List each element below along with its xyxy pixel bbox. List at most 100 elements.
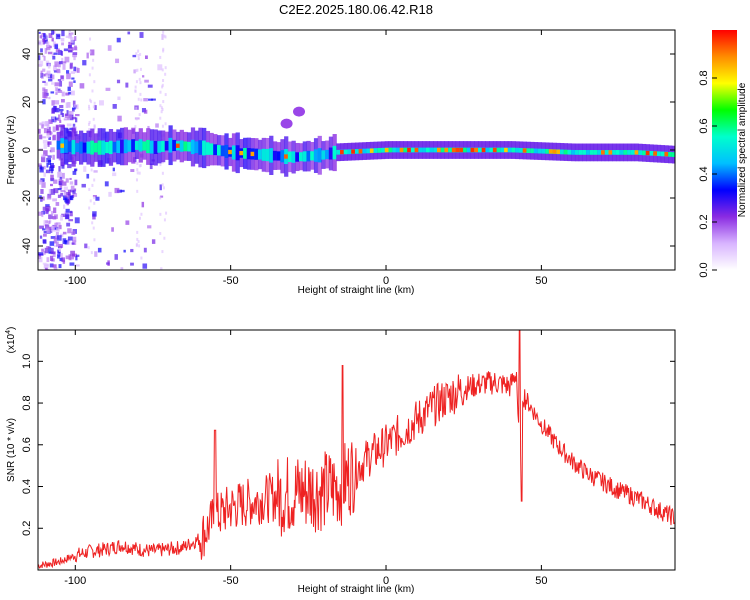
- heatmap-noise-cell: [61, 112, 64, 118]
- heatmap-hotspot: [634, 150, 643, 155]
- heatmap-noise-cell: [64, 113, 68, 116]
- heatmap-ridge-core: [597, 150, 602, 155]
- heatmap-noise-cell: [40, 178, 45, 182]
- heatmap-noise-cell: [54, 44, 59, 49]
- heatmap-noise-cell: [71, 116, 76, 120]
- heatmap-noise-cell: [68, 50, 73, 53]
- heatmap-ridge-core: [578, 150, 583, 155]
- heatmap-noise-cell: [39, 122, 43, 126]
- heatmap-noise-cell: [86, 52, 89, 59]
- heatmap-noise-cell: [48, 220, 51, 224]
- heatmap-noise-cell: [39, 235, 43, 239]
- heatmap-noise-cell: [74, 264, 80, 267]
- heatmap-noise-cell: [38, 163, 42, 167]
- heatmap-noise-cell: [72, 123, 76, 130]
- heatmap-noise-cell: [68, 34, 73, 39]
- heatmap-noise-cell: [117, 115, 122, 122]
- heatmap-noise-cell: [125, 82, 129, 88]
- heatmap-noise-cell: [43, 250, 46, 255]
- heatmap-noise-cell: [61, 30, 65, 37]
- heatmap-noise-cell: [77, 68, 80, 73]
- heatmap-ridge-core: [310, 151, 315, 161]
- heatmap-ridge-core: [153, 140, 158, 155]
- heatmap-ridge-core: [82, 142, 87, 153]
- heatmap-noise-cell: [69, 211, 73, 217]
- heatmap-streak-cell: [140, 256, 143, 260]
- colorbar-tick-label: 0.6: [698, 118, 710, 133]
- spectrogram-ticks: -100 -50 0 50 -40 -20 0 20 40: [21, 30, 675, 287]
- heatmap-noise-cell: [43, 172, 46, 177]
- heatmap-ridge-core: [90, 140, 95, 155]
- heatmap-noise-cell: [42, 68, 46, 72]
- heatmap-ridge-core: [325, 149, 330, 160]
- heatmap-noise-cell: [41, 154, 46, 158]
- heatmap-noise-cell: [57, 194, 61, 198]
- heatmap-noise-cell: [62, 63, 66, 70]
- heatmap-noise-cell: [63, 195, 67, 201]
- heatmap-noise-cell: [141, 201, 145, 208]
- heatmap-streak-cell: [138, 244, 141, 248]
- heatmap-noise-cell: [55, 227, 60, 232]
- heatmap-ridge-core: [79, 141, 84, 154]
- spectrogram-x-tick-label: 0: [383, 275, 389, 287]
- heatmap-noise-cell: [61, 164, 65, 169]
- heatmap-noise-cell: [38, 31, 41, 34]
- heatmap-noise-cell: [38, 55, 41, 61]
- heatmap-noise-cell: [66, 70, 70, 74]
- spectrogram-heatmap: [38, 30, 675, 270]
- heatmap-noise-cell: [38, 211, 43, 216]
- heatmap-noise-cell: [70, 36, 74, 43]
- heatmap-ridge-core: [108, 140, 114, 155]
- heatmap-ridge-core: [377, 148, 382, 153]
- snr-multiplier: (x104): [5, 327, 17, 354]
- heatmap-noise-cell: [48, 33, 53, 38]
- heatmap-ridge-core: [403, 147, 408, 153]
- heatmap-noise-cell: [74, 67, 79, 73]
- heatmap-noise-cell: [46, 257, 50, 263]
- heatmap-noise-cell: [69, 262, 75, 266]
- heatmap-noise-cell: [42, 206, 47, 211]
- heatmap-noise-cell: [51, 225, 56, 232]
- heatmap-noise-cell: [97, 247, 102, 253]
- heatmap-noise-cell: [45, 121, 50, 127]
- heatmap-ridge-core: [533, 148, 539, 154]
- heatmap-noise-cell: [106, 262, 110, 265]
- snr-y-label: SNR (10 * v/v): [6, 418, 17, 482]
- heatmap-ridge-core: [593, 150, 598, 155]
- heatmap-noise-cell: [42, 38, 45, 45]
- heatmap-noise-cell: [73, 66, 77, 72]
- heatmap-noise-cell: [46, 70, 51, 76]
- heatmap-streak-cell: [93, 178, 96, 182]
- heatmap-noise-cell: [63, 204, 66, 209]
- snr-x-tick-label: -50: [223, 575, 239, 587]
- heatmap-noise-cell: [72, 236, 77, 242]
- heatmap-ridge-core: [328, 147, 334, 160]
- heatmap-noise-cell: [38, 128, 41, 134]
- heatmap-noise-cell: [75, 114, 80, 117]
- heatmap-noise-cell: [43, 127, 48, 134]
- heatmap-streak-cell: [87, 122, 90, 126]
- heatmap-noise-cell: [120, 267, 124, 270]
- heatmap-noise-cell: [49, 241, 55, 246]
- heatmap-streak-cell: [162, 186, 165, 190]
- heatmap-noise-cell: [74, 130, 78, 137]
- heatmap-noise-cell: [54, 82, 60, 87]
- heatmap-ridge-core: [265, 149, 270, 162]
- heatmap-noise-cell: [51, 210, 54, 216]
- heatmap-noise-cell: [51, 100, 55, 106]
- heatmap-hotspot: [250, 151, 258, 157]
- snr-x-label: Height of straight line (km): [298, 584, 415, 595]
- heatmap-noise-cell: [142, 75, 145, 78]
- spectrogram-y-tick-label: 0: [21, 147, 33, 153]
- heatmap-noise-cell: [114, 187, 120, 194]
- heatmap-streak-cell: [164, 93, 167, 97]
- heatmap-noise-cell: [42, 80, 46, 83]
- heatmap-ridge-core: [656, 151, 662, 157]
- heatmap-noise-cell: [68, 41, 72, 48]
- heatmap-noise-cell: [58, 243, 64, 248]
- heatmap-ridge-core: [127, 140, 132, 152]
- heatmap-noise-cell: [53, 65, 57, 71]
- heatmap-streak-cell: [140, 212, 143, 216]
- heatmap-ridge-core: [280, 150, 285, 163]
- heatmap-ridge-core: [619, 150, 624, 155]
